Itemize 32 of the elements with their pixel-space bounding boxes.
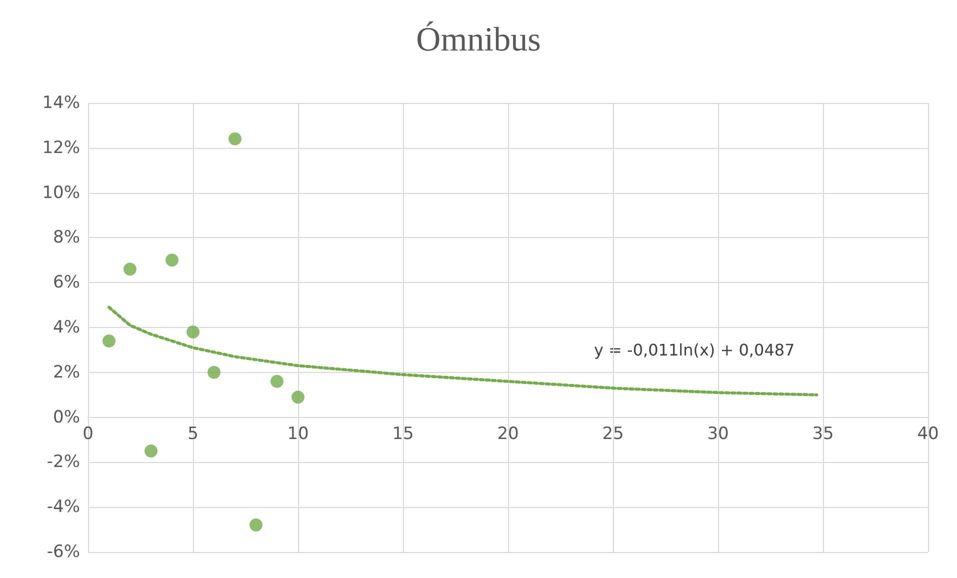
y-tick-label: 10% (42, 182, 80, 203)
chart-title: Ómnibus (416, 20, 541, 58)
y-tick-label: -6% (46, 542, 80, 562)
y-tick-label: 14% (42, 93, 80, 113)
y-tick-label: -2% (46, 452, 80, 472)
point (144, 444, 158, 458)
x-tick-label: 10 (287, 424, 309, 444)
point (166, 254, 178, 267)
x-tick-label: 40 (917, 424, 939, 444)
line-series (108, 306, 818, 396)
x-tick-label: 20 (497, 424, 519, 444)
x-tick-label: 30 (707, 424, 729, 444)
point (250, 518, 262, 532)
y-tick-label: 12% (42, 138, 80, 158)
x-tick-label: 35 (812, 424, 834, 444)
x-tick-label: 0 (82, 424, 94, 444)
point (186, 325, 200, 338)
y-tick-label: 0% (53, 407, 80, 428)
y-tick-label: 8% (53, 228, 80, 248)
y-tick-label: -4% (46, 497, 80, 518)
y-tick-label: 2% (53, 362, 80, 382)
point (124, 262, 136, 276)
x-tick-label: 15 (392, 424, 414, 444)
point (208, 366, 220, 379)
y-tick-label: 6% (53, 272, 80, 293)
x-tick-label: 5 (188, 424, 198, 444)
point (228, 132, 242, 146)
y-tick-label: 4% (53, 318, 80, 338)
point (292, 390, 304, 404)
point (102, 334, 116, 348)
point (270, 374, 284, 388)
x-tick-label: 25 (602, 424, 624, 444)
